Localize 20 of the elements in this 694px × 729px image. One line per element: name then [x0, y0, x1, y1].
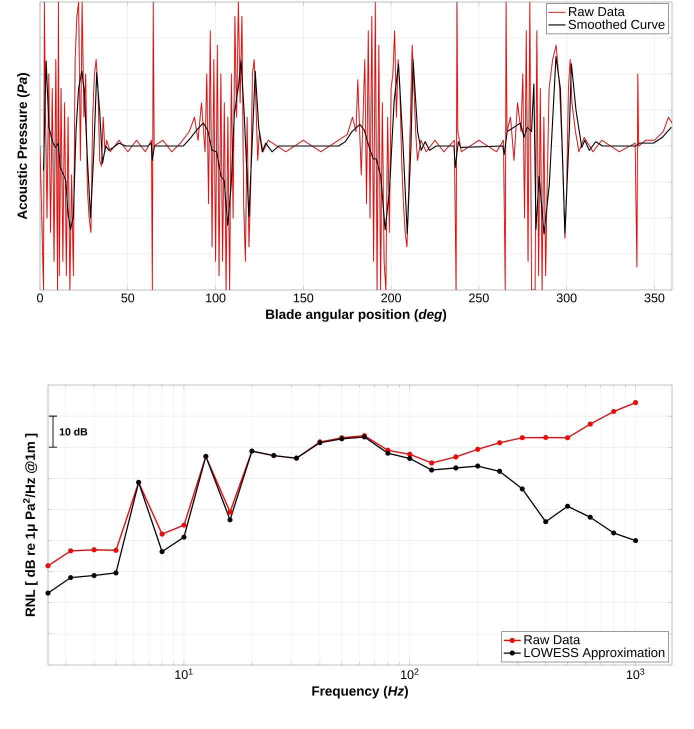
x-tick-label: 0	[37, 294, 43, 302]
x-tick-label: 200	[381, 294, 402, 302]
x-axis-title: Blade angular position (deg)	[266, 309, 446, 322]
x-axis-title: Frequency (Hz)	[312, 686, 408, 698]
legend-label: Smoothed Curve	[568, 20, 665, 30]
x-tick-label: 50	[121, 294, 134, 302]
x-tick-label: 10$^{1}$	[175, 668, 193, 679]
x-tick-label: 350	[644, 294, 664, 302]
legend-label: LOWESS Approximation	[524, 648, 664, 660]
x-tick-label: 300	[556, 294, 577, 302]
text: Raw Data	[569, 7, 625, 16]
legend-label: Raw Data	[524, 635, 580, 644]
x-tick-label: 10$^{3}$	[626, 668, 644, 680]
y-axis-title: Acoustic Pressure (Pa)	[17, 73, 30, 220]
x-tick-label: 10$^{2}$	[401, 668, 418, 680]
x-tick-label: 250	[469, 294, 489, 302]
x-tick-label: 100	[206, 294, 226, 302]
x-tick-label: 150	[294, 294, 314, 302]
y-axis-title: RNL [ dB re 1μ Pa$^{2}$/Hz @1m ]	[23, 434, 38, 616]
annotation: 10 dB	[60, 428, 88, 436]
